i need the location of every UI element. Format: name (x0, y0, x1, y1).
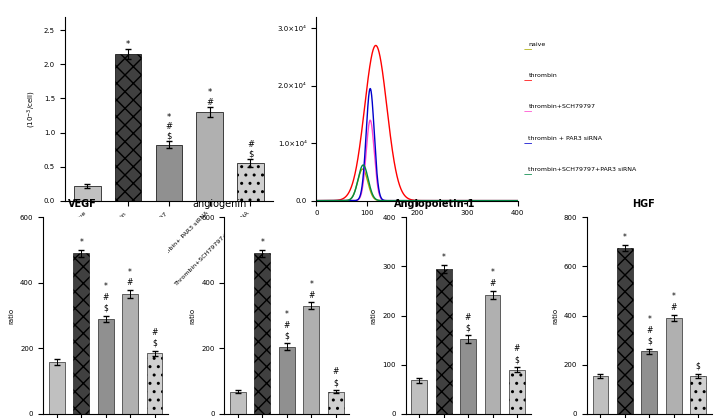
Bar (237, 163, 264, 201)
Bar (436, 269, 452, 414)
Bar (73, 253, 89, 414)
Bar (147, 353, 162, 414)
Text: *: * (490, 268, 495, 277)
Bar (641, 351, 657, 414)
Bar (98, 319, 114, 414)
Bar (690, 376, 706, 414)
Text: #: # (514, 344, 520, 354)
Text: *: * (309, 280, 313, 289)
Text: #: # (465, 313, 471, 321)
Text: thrombin: thrombin (528, 73, 557, 78)
Text: *: * (128, 268, 132, 277)
Y-axis label: ratio: ratio (9, 308, 14, 324)
Text: $: $ (166, 132, 172, 140)
Bar (230, 392, 246, 414)
Text: *: * (285, 310, 289, 319)
Bar (156, 145, 182, 201)
Text: thrombin+SCH79797+PAR3 siRNA: thrombin+SCH79797+PAR3 siRNA (528, 167, 637, 172)
Bar (485, 295, 500, 414)
Text: $: $ (152, 339, 157, 348)
Text: —: — (523, 107, 532, 117)
Y-axis label: ratio: ratio (190, 308, 196, 324)
Y-axis label: ratio: ratio (552, 308, 558, 324)
Bar (196, 112, 223, 201)
Text: #: # (247, 140, 254, 149)
Text: thrombin + PAR3 siRNA: thrombin + PAR3 siRNA (528, 136, 603, 141)
Text: —: — (523, 170, 532, 179)
Y-axis label: (10$^{-3}$/cell): (10$^{-3}$/cell) (26, 90, 38, 127)
Text: —: — (523, 45, 532, 54)
Text: #: # (151, 328, 157, 337)
Text: Angiopoietin-1: Angiopoietin-1 (394, 199, 476, 209)
Text: *: * (672, 292, 676, 301)
Bar (122, 294, 138, 414)
Bar (509, 370, 525, 414)
Text: #: # (646, 326, 653, 335)
Text: #: # (206, 97, 214, 107)
Text: #: # (284, 321, 290, 330)
Bar (666, 318, 682, 414)
Text: $: $ (696, 362, 700, 371)
Bar (303, 306, 319, 414)
Text: #: # (671, 303, 677, 312)
Text: *: * (623, 233, 627, 242)
Bar (279, 347, 295, 414)
Text: VEGF: VEGF (68, 199, 97, 209)
Text: —: — (523, 76, 532, 85)
Text: $: $ (104, 304, 108, 313)
Text: $: $ (248, 149, 253, 158)
Text: *: * (104, 282, 108, 291)
Text: $: $ (285, 331, 289, 341)
Text: #: # (165, 122, 173, 131)
Bar (592, 376, 608, 414)
Text: #: # (102, 293, 109, 302)
Text: *: * (167, 112, 171, 122)
Text: angiogenin: angiogenin (192, 199, 247, 209)
Bar (411, 380, 427, 414)
Text: thrombin+SCH79797: thrombin+SCH79797 (528, 104, 595, 110)
Text: —: — (523, 139, 532, 148)
Text: $: $ (515, 355, 519, 364)
Text: $: $ (466, 324, 470, 332)
Bar (74, 186, 101, 201)
Text: *: * (79, 238, 83, 247)
Text: #: # (333, 367, 339, 376)
Text: #: # (308, 291, 314, 300)
Bar (255, 253, 270, 414)
Text: *: * (126, 40, 130, 48)
Text: naive: naive (528, 42, 546, 47)
Bar (115, 54, 142, 201)
Text: $: $ (647, 337, 651, 346)
Bar (617, 248, 633, 414)
Text: *: * (260, 238, 265, 247)
Y-axis label: ratio: ratio (371, 308, 377, 324)
Text: $: $ (334, 378, 338, 387)
Bar (460, 339, 476, 414)
Text: *: * (441, 253, 446, 262)
Text: HGF: HGF (632, 199, 655, 209)
Text: *: * (208, 88, 212, 97)
Bar (49, 362, 65, 414)
Bar (328, 392, 344, 414)
Text: #: # (490, 279, 495, 288)
Text: *: * (647, 315, 651, 324)
Text: #: # (127, 278, 133, 288)
